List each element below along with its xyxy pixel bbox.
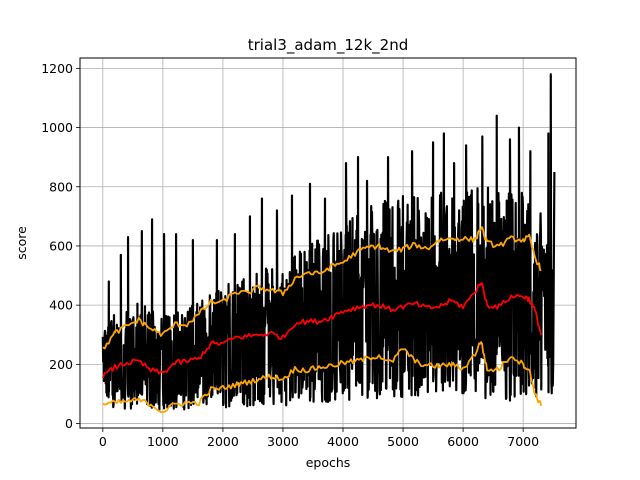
y-axis-title: score <box>14 226 29 260</box>
series-raw-scores <box>101 73 556 411</box>
x-tick-label: 3000 <box>267 434 299 449</box>
x-tick-label: 5000 <box>387 434 419 449</box>
y-tick-label: 800 <box>49 179 73 194</box>
y-axis: 0 200 400 600 800 1000 1200 <box>41 61 80 431</box>
x-tick-label: 6000 <box>447 434 479 449</box>
plot-frame <box>79 57 577 429</box>
x-tick-label: 2000 <box>207 434 239 449</box>
x-tick-label: 4000 <box>327 434 359 449</box>
series-mean-line <box>101 282 543 379</box>
y-tick-label: 600 <box>49 238 73 253</box>
x-tick-label: 7000 <box>507 434 539 449</box>
x-tick-label: 1000 <box>147 434 179 449</box>
y-tick-label: 200 <box>49 357 73 372</box>
y-tick-label: 0 <box>65 416 73 431</box>
chart-title: trial3_adam_12k_2nd <box>248 36 408 55</box>
plot-area <box>101 73 556 414</box>
x-axis-title: epochs <box>306 455 351 470</box>
x-tick-label: 0 <box>99 434 107 449</box>
y-tick-label: 1000 <box>41 120 73 135</box>
x-axis: 0 1000 2000 3000 4000 5000 6000 7000 <box>99 428 539 449</box>
series-upper-line <box>102 226 542 350</box>
y-tick-label: 400 <box>49 298 73 313</box>
series-lower-line <box>102 341 543 414</box>
y-tick-label: 1200 <box>41 61 73 76</box>
